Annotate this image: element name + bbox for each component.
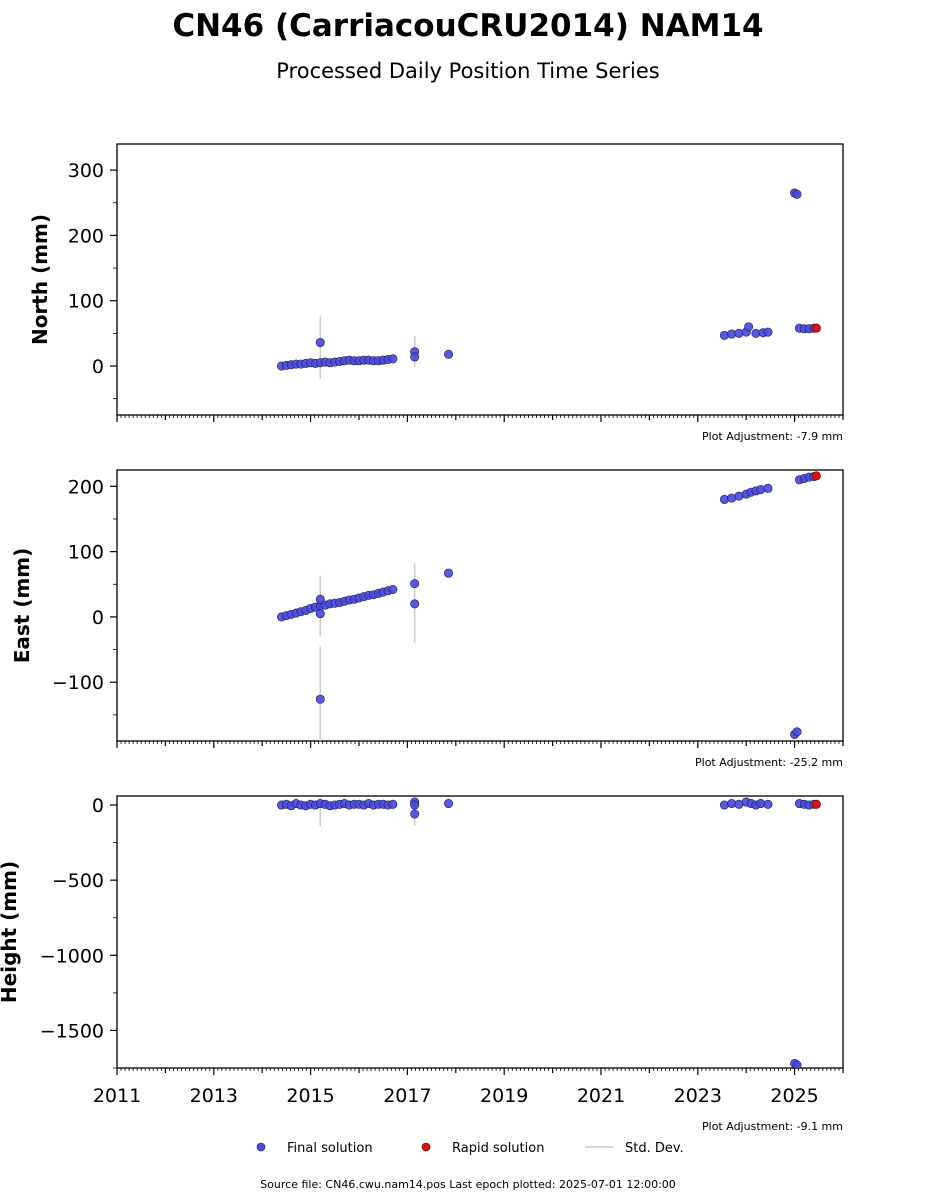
final-point	[315, 609, 325, 619]
legend-std-label: Std. Dev.	[625, 1141, 684, 1156]
y-tick-label: 0	[92, 795, 104, 817]
legend-rapid-marker	[421, 1142, 431, 1152]
axes-frame	[116, 795, 844, 1069]
final-point	[315, 594, 325, 604]
final-point	[756, 485, 766, 495]
final-point	[315, 338, 325, 348]
final-point	[719, 494, 729, 504]
final-point	[410, 800, 420, 810]
rapid-point	[811, 323, 821, 333]
y-tick-label: 200	[68, 476, 104, 498]
final-point	[719, 330, 729, 340]
y-tick-label: 100	[68, 291, 104, 313]
final-point	[315, 694, 325, 704]
final-point	[792, 189, 802, 199]
y-axis-label: Height (mm)	[0, 861, 21, 1003]
legend-rapid-label: Rapid solution	[452, 1141, 544, 1156]
chart-subtitle: Processed Daily Position Time Series	[276, 59, 660, 83]
y-axis-label: East (mm)	[10, 548, 34, 664]
plot-adjustment: Plot Adjustment: -7.9 mm	[702, 430, 843, 443]
rapid-point	[811, 471, 821, 481]
legend-final-label: Final solution	[287, 1141, 373, 1156]
x-tick-label: 2019	[480, 1085, 528, 1107]
x-tick-label: 2015	[286, 1085, 334, 1107]
y-tick-label: 0	[92, 607, 104, 629]
y-tick-label: −500	[52, 870, 104, 892]
y-tick-label: −100	[52, 672, 104, 694]
x-tick-label: 2023	[674, 1085, 722, 1107]
x-tick-label: 2021	[577, 1085, 625, 1107]
y-tick-label: 0	[92, 356, 104, 378]
y-tick-label: −1500	[40, 1020, 104, 1042]
y-tick-label: 200	[68, 225, 104, 247]
plot-area	[277, 797, 821, 1068]
legend: Final solution Rapid solution Std. Dev.	[256, 1141, 684, 1156]
final-point	[734, 328, 744, 338]
x-tick-label: 2011	[93, 1085, 141, 1107]
final-point	[410, 809, 420, 819]
y-tick-label: −1000	[40, 945, 104, 967]
final-point	[763, 799, 773, 809]
x-tick-label: 2017	[383, 1085, 431, 1107]
x-tick-label: 2025	[770, 1085, 818, 1107]
final-point	[410, 352, 420, 362]
north-panel: 0 100 200 300 North (mm) Plot Adjustment: -7.…	[28, 143, 844, 443]
plot-area	[277, 471, 821, 741]
plot-adjustment: Plot Adjustment: -9.1 mm	[702, 1120, 843, 1133]
final-point	[444, 349, 454, 359]
legend-final-marker	[256, 1142, 266, 1152]
final-point	[410, 579, 420, 589]
final-point	[792, 1060, 802, 1068]
axes-frame	[116, 143, 844, 416]
final-point	[410, 599, 420, 609]
final-point	[763, 327, 773, 337]
height-panel: 2011 2013 2015 2017 2019 2021 2023 2025 −1500 −10…	[0, 795, 844, 1133]
final-point	[763, 483, 773, 493]
final-point	[388, 354, 398, 364]
rapid-point	[811, 799, 821, 809]
plot-adjustment: Plot Adjustment: -25.2 mm	[695, 756, 843, 769]
final-point	[744, 322, 754, 332]
plot-area	[277, 188, 821, 380]
y-axis-label: North (mm)	[28, 214, 52, 345]
x-tick-label: 2013	[190, 1085, 238, 1107]
final-point	[792, 727, 802, 737]
chart-title: CN46 (CarriacouCRU2014) NAM14	[172, 8, 763, 44]
final-point	[719, 800, 729, 810]
final-point	[444, 568, 454, 578]
final-point	[388, 585, 398, 595]
final-point	[388, 799, 398, 809]
y-tick-label: 100	[68, 542, 104, 564]
axes-frame	[116, 469, 844, 742]
east-panel: −100 0 100 200 East (mm) Plot Adjustment: -25…	[10, 469, 844, 769]
y-tick-label: 300	[68, 160, 104, 182]
footer-source: Source file: CN46.cwu.nam14.pos Last epo…	[260, 1178, 676, 1191]
final-point	[444, 799, 454, 809]
